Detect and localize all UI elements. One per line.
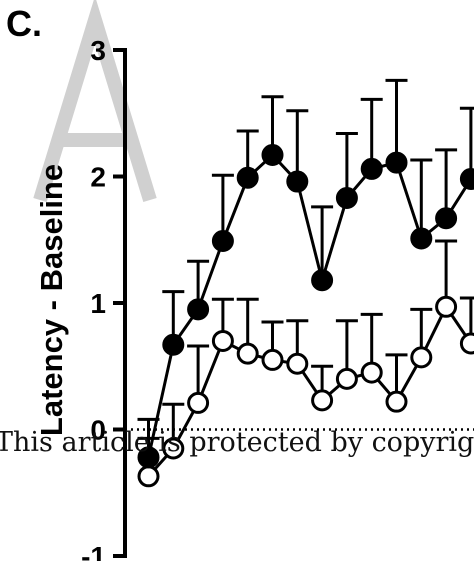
y-tick-label: 0 — [90, 415, 106, 446]
data-point — [385, 151, 408, 174]
plot-area — [137, 78, 474, 488]
data-point — [311, 389, 334, 412]
data-point — [435, 207, 458, 230]
data-point — [435, 295, 458, 318]
y-axis-label: Latency - Baseline — [34, 164, 69, 436]
data-point — [261, 143, 284, 166]
data-point — [236, 166, 259, 189]
data-point — [137, 465, 160, 488]
data-point — [410, 227, 433, 250]
data-point — [137, 446, 160, 469]
data-point — [162, 333, 185, 356]
series-line — [147, 152, 473, 458]
panel-label: C. — [6, 3, 42, 44]
y-tick-label: 3 — [90, 35, 106, 66]
data-point — [311, 269, 334, 292]
data-point — [286, 170, 309, 193]
data-point — [236, 342, 259, 365]
data-point — [211, 230, 234, 253]
data-point — [459, 168, 474, 191]
series-filled-circle — [137, 78, 474, 469]
data-point — [211, 329, 234, 352]
y-tick-label: 2 — [90, 162, 106, 193]
copyright-notice: This article is protected by copyright. — [0, 427, 474, 458]
y-ticks — [113, 48, 127, 558]
data-point — [335, 367, 358, 390]
data-point — [360, 157, 383, 180]
data-point — [162, 437, 185, 460]
data-point — [187, 298, 210, 321]
data-point — [335, 187, 358, 210]
data-point — [360, 361, 383, 384]
data-point — [261, 348, 284, 371]
data-point — [410, 346, 433, 369]
y-tick-label: -1 — [81, 541, 106, 561]
data-point — [459, 332, 474, 355]
data-point — [385, 390, 408, 413]
data-point — [187, 391, 210, 414]
series-open-circle — [137, 239, 474, 488]
data-point — [286, 352, 309, 375]
y-tick-label: 1 — [90, 288, 106, 319]
y-tick-labels: 3 2 1 0 -1 — [81, 35, 106, 561]
watermark-logo — [33, 0, 157, 203]
